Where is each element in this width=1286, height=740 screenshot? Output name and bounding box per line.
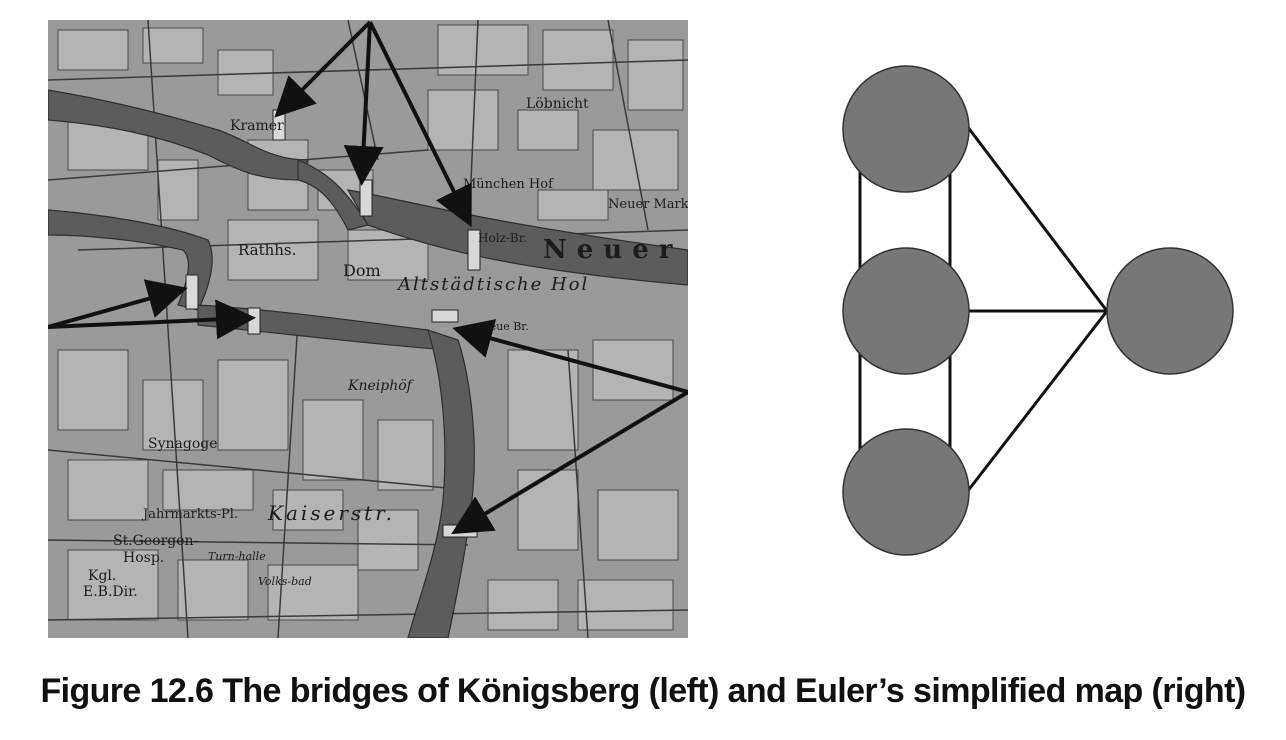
label-rathaus: Rathhs. (238, 241, 296, 259)
arrow-right-2 (451, 390, 688, 535)
arrow-top-2 (343, 21, 384, 186)
label-st-georgen: St.Georgen- (113, 533, 199, 549)
label-muenchen-hof: München Hof (463, 177, 554, 192)
node-south-bank (842, 428, 970, 556)
river-pregel (48, 89, 688, 638)
label-synagoge: Synagoge (148, 436, 218, 452)
label-altstaedtische: Altstädtische Hol (396, 274, 589, 295)
arrow-top-3 (368, 21, 472, 228)
label-kramer: Kramer (230, 118, 284, 134)
label-hosp: Hosp. (123, 550, 164, 566)
euler-graph (830, 60, 1250, 560)
bridge-arrows (48, 20, 688, 535)
label-kaiserstr: Kaiserstr. (267, 501, 395, 525)
label-kneiphof: Kneiphöf (347, 378, 415, 394)
label-loebnicht: Löbnicht (526, 96, 589, 112)
label-eb-dir: E.B.Dir. (83, 584, 138, 600)
node-kneiphof-island (842, 247, 970, 375)
koenigsberg-map-drawing: Kramer Löbnicht München Hof Holz-Br. Neu… (48, 20, 688, 638)
euler-graph-drawing (842, 65, 1234, 556)
arrow-left-2 (48, 299, 256, 340)
arrow-right-1 (452, 319, 688, 394)
label-neuer-markt: Neuer Markt (608, 197, 688, 212)
node-north-bank (842, 65, 970, 193)
label-neue-br: Neue Br. (480, 320, 529, 333)
koenigsberg-map: Kramer Löbnicht München Hof Holz-Br. Neu… (48, 20, 688, 638)
graph-nodes (842, 65, 1234, 556)
label-kgl: Kgl. (88, 568, 116, 584)
label-dom: Dom (343, 261, 381, 280)
figure-caption: Figure 12.6 The bridges of Königsberg (l… (40, 672, 1246, 710)
label-neuer: Neuer (543, 235, 682, 265)
label-holz-br: Holz-Br. (478, 231, 527, 245)
label-jahrmarkts-pl: Jahrmarkts-Pl. (141, 507, 238, 522)
map-labels: Kramer Löbnicht München Hof Holz-Br. Neu… (83, 96, 688, 600)
arrow-left-1 (48, 279, 188, 329)
node-east-island (1106, 247, 1234, 375)
edge-north-east (965, 125, 1109, 312)
edge-south-east (965, 310, 1109, 493)
label-turnhalle: Turn-halle (208, 550, 266, 563)
arrow-top-1 (274, 20, 372, 118)
label-volksbad: Volks-bad (258, 575, 312, 588)
city-blocks (57, 24, 684, 631)
